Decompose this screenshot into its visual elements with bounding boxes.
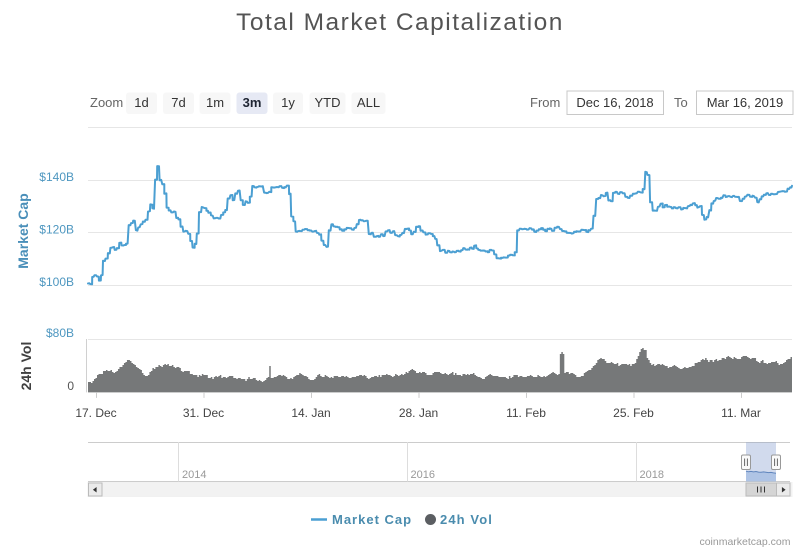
svg-text:coinmarketcap.com: coinmarketcap.com <box>699 536 790 548</box>
svg-text:24h Vol: 24h Vol <box>440 512 493 527</box>
svg-text:25. Feb: 25. Feb <box>613 406 654 420</box>
svg-text:11. Feb: 11. Feb <box>506 406 546 420</box>
svg-text:17. Dec: 17. Dec <box>75 406 116 420</box>
svg-text:31. Dec: 31. Dec <box>183 406 224 420</box>
svg-text:Zoom: Zoom <box>90 95 123 110</box>
svg-text:Total Market Capitalization: Total Market Capitalization <box>236 9 564 36</box>
svg-text:2018: 2018 <box>640 469 664 481</box>
svg-text:$120B: $120B <box>39 223 74 237</box>
svg-text:From: From <box>530 95 560 110</box>
svg-text:2016: 2016 <box>411 469 435 481</box>
svg-text:Market Cap: Market Cap <box>332 512 412 527</box>
svg-text:2014: 2014 <box>182 469 206 481</box>
svg-text:Dec 16, 2018: Dec 16, 2018 <box>576 95 653 110</box>
svg-text:3m: 3m <box>243 95 262 110</box>
svg-text:$140B: $140B <box>39 170 74 184</box>
svg-text:$100B: $100B <box>39 275 74 289</box>
svg-text:YTD: YTD <box>315 95 341 110</box>
svg-text:28. Jan: 28. Jan <box>399 406 438 420</box>
svg-text:1d: 1d <box>134 95 148 110</box>
svg-text:14. Jan: 14. Jan <box>291 406 330 420</box>
svg-text:Market Cap: Market Cap <box>15 193 31 268</box>
svg-text:11. Mar: 11. Mar <box>721 406 761 420</box>
svg-text:7d: 7d <box>171 95 185 110</box>
svg-text:24h Vol: 24h Vol <box>18 342 34 391</box>
svg-text:To: To <box>674 95 688 110</box>
svg-text:0: 0 <box>67 379 74 393</box>
svg-text:$80B: $80B <box>46 326 74 340</box>
svg-text:ALL: ALL <box>357 95 380 110</box>
svg-text:1y: 1y <box>281 95 295 110</box>
svg-text:Mar 16, 2019: Mar 16, 2019 <box>707 95 784 110</box>
svg-text:1m: 1m <box>206 95 224 110</box>
